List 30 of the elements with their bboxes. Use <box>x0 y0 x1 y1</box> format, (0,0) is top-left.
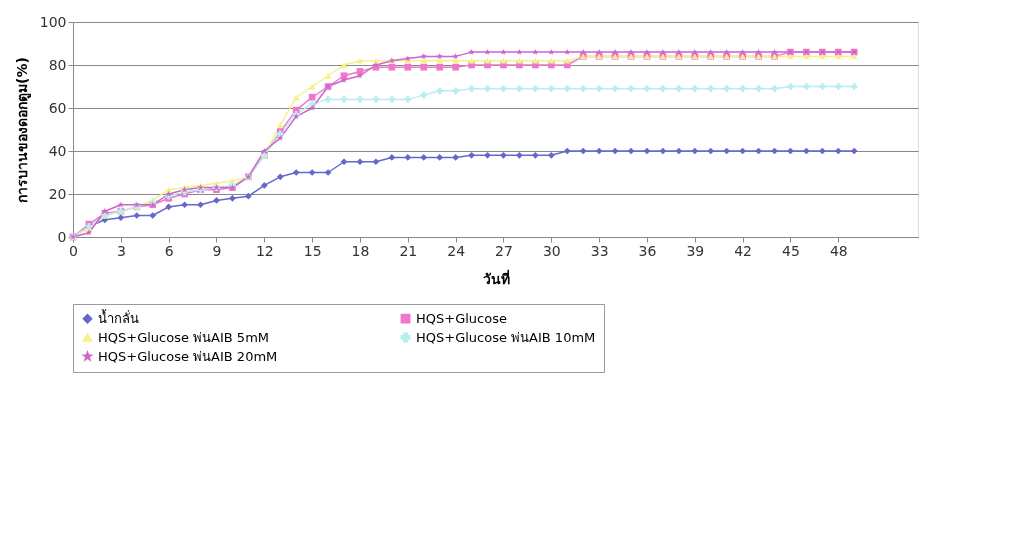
y-tick-label: 80 <box>48 56 67 73</box>
x-tick-label: 15 <box>303 242 322 259</box>
y-tick-label: 40 <box>48 142 67 159</box>
y-tick-label: 20 <box>48 185 67 202</box>
x-tick-label: 21 <box>399 242 418 259</box>
legend-label: HQS+Glucose พ่นAIB 5mM <box>98 329 270 345</box>
y-axis-title: การบานของดอกตูม(%) <box>13 57 31 203</box>
x-tick-label: 33 <box>590 242 609 259</box>
legend-label: HQS+Glucose <box>416 310 507 326</box>
legend-label: น้ำกลั่น <box>98 308 139 326</box>
legend-label: HQS+Glucose พ่นAIB 20mM <box>98 348 278 364</box>
legend-label: HQS+Glucose พ่นAIB 10mM <box>416 329 596 345</box>
y-tick-label: 0 <box>57 228 67 245</box>
x-tick-label: 45 <box>782 242 800 259</box>
x-tick-label: 30 <box>542 242 561 259</box>
y-tick-label: 60 <box>48 99 67 116</box>
x-tick-label: 18 <box>351 242 370 259</box>
x-tick-label: 0 <box>69 242 78 259</box>
x-tick-label: 3 <box>116 242 126 259</box>
x-tick-label: 12 <box>255 242 274 259</box>
x-tick-label: 24 <box>447 242 466 259</box>
y-tick-label: 100 <box>39 13 67 30</box>
x-tick-label: 6 <box>164 242 174 259</box>
x-tick-label: 48 <box>829 242 848 259</box>
x-tick-label: 36 <box>638 242 657 259</box>
x-tick-label: 39 <box>686 242 705 259</box>
x-tick-label: 42 <box>734 242 753 259</box>
x-tick-label: 9 <box>212 242 222 259</box>
x-axis-title: วันที่ <box>482 268 510 287</box>
x-tick-label: 27 <box>495 242 513 259</box>
